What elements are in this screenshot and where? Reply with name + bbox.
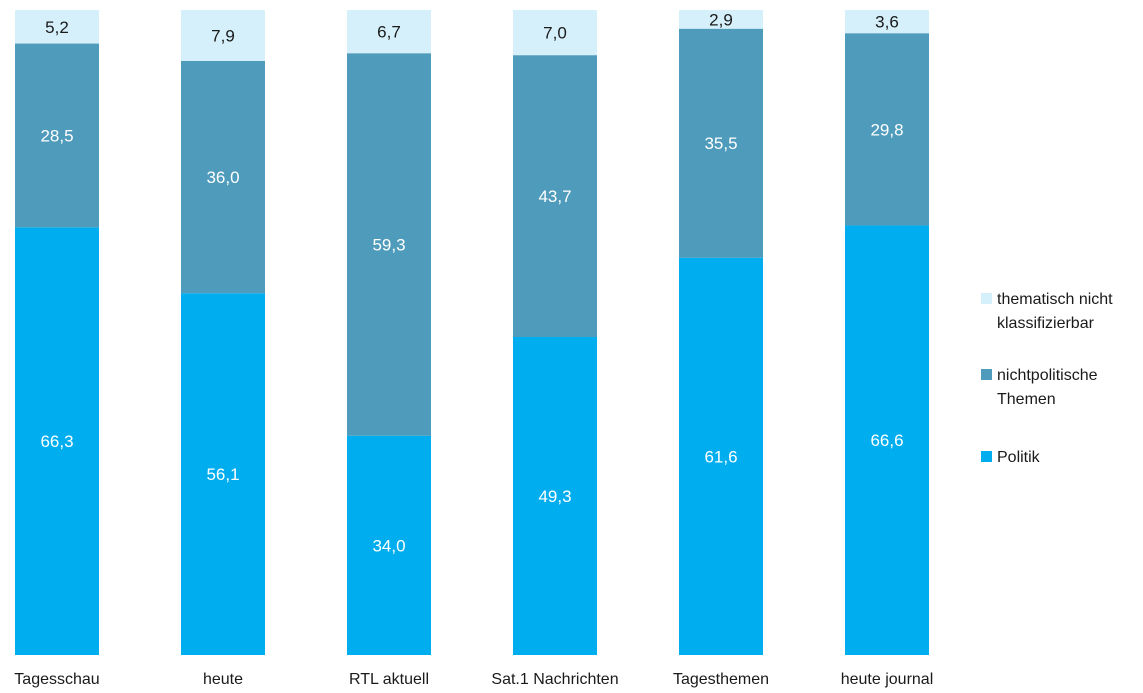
value-label-sat-1-nachrichten-thematisch-nicht-klassifizierbar: 7,0 — [543, 24, 567, 43]
value-label-heute-politik: 56,1 — [206, 465, 239, 484]
bar-rtl-aktuell-nichtpolitische-themen — [347, 53, 431, 436]
value-label-tagesthemen-thematisch-nicht-klassifizierbar: 2,9 — [709, 10, 733, 29]
legend-label-thematisch-nicht-klassifizierbar-line-2: klassifizierbar — [997, 315, 1095, 332]
bar-rtl-aktuell-thematisch-nicht-klassifizierbar — [347, 10, 431, 54]
value-label-tagesthemen-politik: 61,6 — [704, 447, 737, 466]
category-label-rtl-aktuell: RTL aktuell — [349, 671, 429, 688]
bar-heute-journal-politik — [845, 225, 929, 655]
value-label-rtl-aktuell-nichtpolitische-themen: 59,3 — [372, 235, 405, 254]
category-label-heute: heute — [203, 671, 243, 688]
bar-tagesschau-thematisch-nicht-klassifizierbar — [15, 10, 99, 44]
legend-label-nichtpolitische-themen-line-1: nichtpolitische — [997, 367, 1098, 384]
value-label-sat-1-nachrichten-politik: 49,3 — [538, 487, 571, 506]
value-label-rtl-aktuell-politik: 34,0 — [372, 536, 405, 555]
category-label-tagesthemen: Tagesthemen — [673, 671, 769, 688]
bar-sat-1-nachrichten-thematisch-nicht-klassifizierbar — [513, 10, 597, 56]
value-label-tagesthemen-nichtpolitische-themen: 35,5 — [704, 134, 737, 153]
bar-sat-1-nachrichten-politik — [513, 337, 597, 655]
legend-label-thematisch-nicht-klassifizierbar-line-1: thematisch nicht — [997, 291, 1113, 308]
value-label-heute-thematisch-nicht-klassifizierbar: 7,9 — [211, 26, 235, 45]
legend-label-politik: Politik — [997, 449, 1041, 466]
value-label-tagesschau-politik: 66,3 — [40, 432, 73, 451]
value-label-tagesschau-thematisch-nicht-klassifizierbar: 5,2 — [45, 18, 69, 37]
bar-tagesthemen-politik — [679, 257, 763, 655]
value-label-heute-nichtpolitische-themen: 36,0 — [206, 168, 239, 187]
bar-tagesthemen-thematisch-nicht-klassifizierbar — [679, 10, 763, 29]
value-label-heute-journal-thematisch-nicht-klassifizierbar: 3,6 — [875, 13, 899, 32]
value-label-sat-1-nachrichten-nichtpolitische-themen: 43,7 — [538, 187, 571, 206]
bar-heute-thematisch-nicht-klassifizierbar — [181, 10, 265, 61]
legend-swatch-thematisch-nicht-klassifizierbar — [981, 293, 992, 304]
legend-label-nichtpolitische-themen-line-2: Themen — [997, 391, 1056, 408]
bar-heute-journal-nichtpolitische-themen — [845, 33, 929, 226]
segment-labels-layer: 66,3 28,5 5,2 56,1 36,0 7,9 34,0 59,3 6,7 49,3 43,… — [40, 10, 903, 555]
value-label-tagesschau-nichtpolitische-themen: 28,5 — [40, 126, 73, 145]
value-label-heute-journal-nichtpolitische-themen: 29,8 — [870, 120, 903, 139]
legend-swatch-politik — [981, 451, 992, 462]
legend-swatch-nichtpolitische-themen — [981, 369, 992, 380]
bars-layer — [15, 10, 929, 656]
bar-sat-1-nachrichten-nichtpolitische-themen — [513, 55, 597, 338]
bar-heute-nichtpolitische-themen — [181, 60, 265, 294]
bar-rtl-aktuell-politik — [347, 435, 431, 655]
category-label-sat-1-nachrichten: Sat.1 Nachrichten — [491, 671, 618, 688]
category-label-tagesschau: Tagesschau — [14, 671, 99, 688]
bar-tagesthemen-nichtpolitische-themen — [679, 28, 763, 258]
category-label-heute-journal: heute journal — [841, 671, 934, 688]
bar-heute-politik — [181, 293, 265, 655]
bar-tagesschau-politik — [15, 227, 99, 656]
value-label-rtl-aktuell-thematisch-nicht-klassifizierbar: 6,7 — [377, 23, 401, 42]
bar-heute-journal-thematisch-nicht-klassifizierbar — [845, 10, 929, 34]
category-labels-layer: Tagesschau heute RTL aktuell Sat.1 Nachrich… — [14, 671, 933, 688]
bar-tagesschau-nichtpolitische-themen — [15, 43, 99, 228]
legend: thematisch nicht klassifizierbar nichtpoli… — [981, 291, 1113, 466]
value-label-heute-journal-politik: 66,6 — [870, 431, 903, 450]
